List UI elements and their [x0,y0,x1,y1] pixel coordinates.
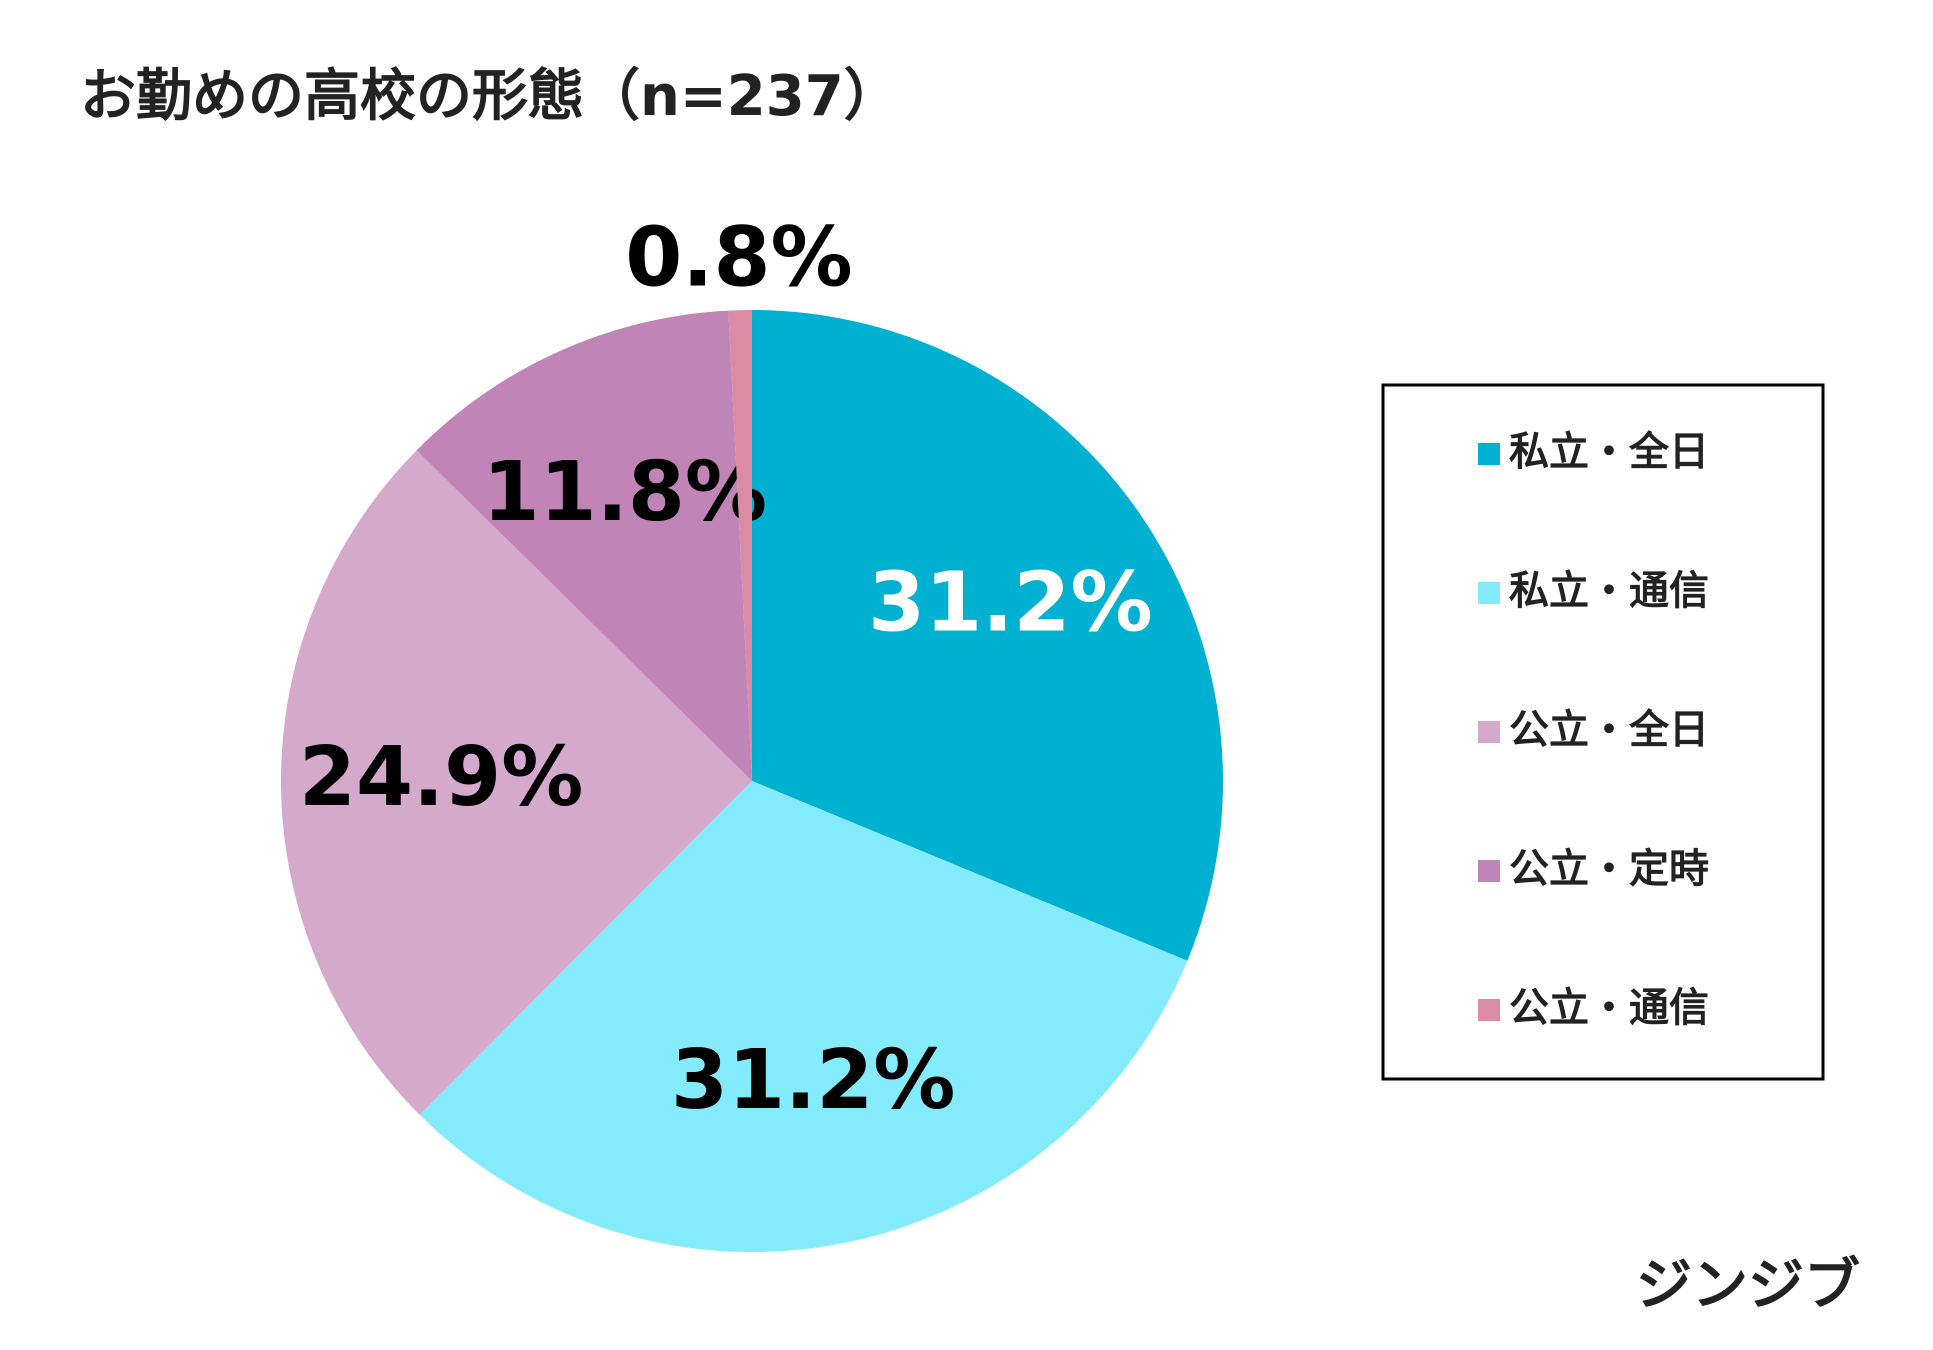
legend-box [1381,383,1825,1081]
legend-swatch [1478,721,1500,743]
data-label: 31.2% [868,556,1152,651]
data-label: 0.8% [625,211,852,306]
legend-swatch [1478,860,1500,882]
legend-label: 公立・通信 [1509,985,1709,1031]
pie-slice [280,450,752,1115]
pie-slice [416,310,752,781]
data-label: 31.2% [671,1033,955,1128]
chart-title: お勤めの高校の形態（n=237） [80,64,900,129]
pie-slice [752,310,1223,961]
legend-label: 私立・全日 [1509,429,1709,475]
pie-slice [728,310,752,781]
data-label: 11.8% [483,445,767,540]
pie-slice [419,781,1188,1252]
legend-label: 公立・全日 [1509,707,1709,753]
legend-label: 私立・通信 [1509,568,1709,614]
legend-swatch [1478,443,1500,465]
legend-label: 公立・定時 [1509,846,1709,892]
data-label: 24.9% [299,730,583,825]
legend-swatch [1478,999,1500,1021]
brand-logo: ジンジブ [1636,1253,1860,1318]
legend-swatch [1478,582,1500,604]
